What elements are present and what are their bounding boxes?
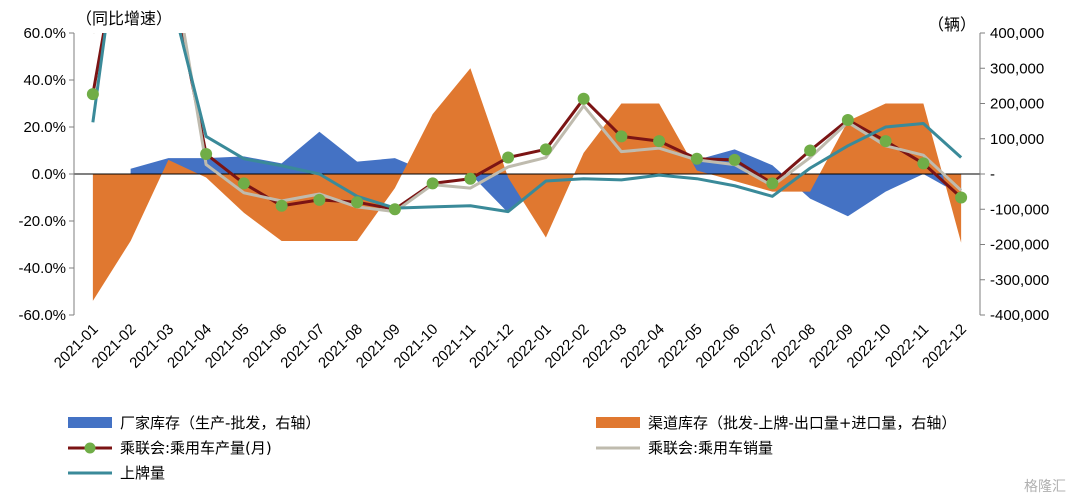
axes <box>69 32 985 316</box>
right-tick-label: 300,000 <box>990 60 1044 77</box>
legend: 厂家库存（生产-批发，右轴） 渠道库存（批发-上牌-出口量+进口量，右轴） 乘联… <box>68 412 1068 498</box>
production-marker <box>313 193 326 206</box>
legend-item-production: 乘联会:乘用车产量(月) <box>68 437 272 458</box>
legend-swatch-orange <box>596 416 640 428</box>
legend-item-channel-inventory: 渠道库存（批发-上牌-出口量+进口量，右轴） <box>596 412 956 433</box>
legend-label: 乘联会:乘用车销量 <box>648 439 774 457</box>
production-marker <box>690 152 703 165</box>
production-marker <box>841 113 854 126</box>
legend-swatch-registrations-line <box>68 471 112 474</box>
production-marker <box>917 157 930 170</box>
left-tick-label: 0.0% <box>32 166 66 183</box>
production-marker <box>955 191 968 204</box>
production-marker <box>464 172 477 185</box>
production-marker <box>237 177 250 190</box>
line-registrations <box>91 33 963 214</box>
right-tick-label: -300,000 <box>990 272 1049 289</box>
left-tick-label: 40.0% <box>23 72 66 89</box>
production-marker <box>653 135 666 148</box>
production-marker <box>728 153 741 166</box>
right-tick-label: 100,000 <box>990 131 1044 148</box>
production-marker <box>539 143 552 156</box>
production-marker <box>426 177 439 190</box>
left-tick-label: 20.0% <box>23 119 66 136</box>
legend-label: 乘联会:乘用车产量(月) <box>120 439 272 457</box>
chart: 60.0% 40.0% 20.0% 0.0% -20.0% -40.0% -60.0% 400… <box>18 9 1049 372</box>
right-tick-label: -200,000 <box>990 237 1049 254</box>
legend-label: 上牌量 <box>120 464 166 482</box>
left-tick-label: -40.0% <box>18 260 66 277</box>
area-layer <box>92 68 962 301</box>
right-tick-label: - <box>990 166 995 183</box>
left-tick-label: -60.0% <box>18 307 66 324</box>
legend-item-registrations: 上牌量 <box>68 462 165 483</box>
line-sales <box>92 33 963 214</box>
production-marker <box>766 177 779 190</box>
left-axis-unit: （同比增速） <box>76 9 172 28</box>
left-tick-label: -20.0% <box>18 213 66 230</box>
production-marker <box>388 203 401 216</box>
production-marker <box>351 196 364 209</box>
production-marker <box>200 148 213 161</box>
production-marker <box>577 92 590 105</box>
watermark: 格隆汇 <box>1024 479 1066 495</box>
production-marker <box>615 130 628 143</box>
production-marker <box>86 88 99 101</box>
legend-item-sales: 乘联会:乘用车销量 <box>596 437 773 458</box>
left-tick-label: 60.0% <box>23 25 66 42</box>
legend-swatch-production-line <box>68 442 112 453</box>
production-marker <box>502 151 515 164</box>
right-tick-label: 200,000 <box>990 96 1044 113</box>
legend-swatch-blue <box>68 416 112 428</box>
production-marker <box>804 144 817 157</box>
legend-item-factory-inventory: 厂家库存（生产-批发，右轴） <box>68 412 320 433</box>
legend-swatch-sales-line <box>596 446 640 449</box>
right-tick-label: -100,000 <box>990 201 1049 218</box>
right-axis-unit: （辆） <box>928 15 976 34</box>
legend-label: 渠道库存（批发-上牌-出口量+进口量，右轴） <box>648 414 957 432</box>
legend-label: 厂家库存（生产-批发，右轴） <box>120 414 321 432</box>
right-tick-label: 400,000 <box>990 25 1044 42</box>
line-production <box>91 33 963 211</box>
line-layer <box>86 33 968 216</box>
production-marker <box>879 135 892 148</box>
right-tick-label: -400,000 <box>990 307 1049 324</box>
area-channel-inventory <box>92 68 962 301</box>
production-marker <box>275 199 288 212</box>
